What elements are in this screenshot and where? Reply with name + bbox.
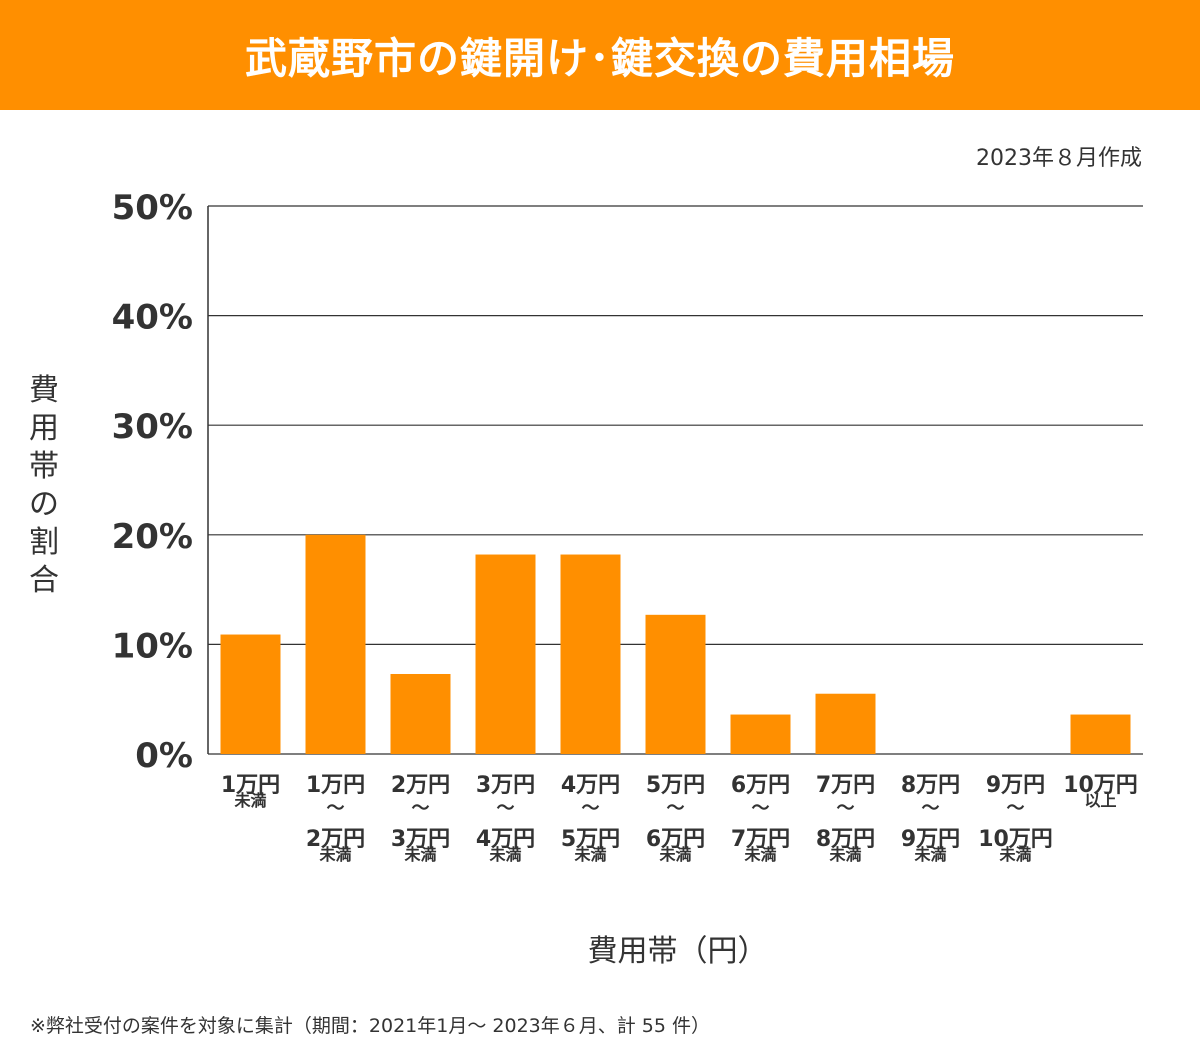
bar <box>475 554 536 754</box>
category-label: 7万円 <box>731 827 790 852</box>
y-tick-label: 10% <box>112 626 193 666</box>
y-axis-label-char: 費 <box>29 373 59 408</box>
category-range-mark: 〜 <box>497 798 515 819</box>
y-axis-label: 費用帯の割合 <box>22 372 66 600</box>
category-label: 6万円 <box>731 773 790 798</box>
category-range-mark: 〜 <box>327 798 345 819</box>
category-label: 8万円 <box>816 827 875 852</box>
category-range-mark: 〜 <box>412 798 430 819</box>
category-range-mark: 〜 <box>752 798 770 819</box>
category-label: 2万円 <box>391 773 450 798</box>
y-tick-label: 50% <box>112 188 193 228</box>
bar <box>560 554 621 754</box>
bar <box>1070 714 1131 754</box>
bar <box>390 673 451 754</box>
y-axis-label-char: 用 <box>29 411 59 446</box>
category-label: 6万円 <box>646 827 705 852</box>
created-date: 2023年８月作成 <box>976 146 1142 171</box>
category-label-suffix: 未満 <box>658 845 691 864</box>
category-range-mark: 〜 <box>582 798 600 819</box>
page-title: 武蔵野市の鍵開け･鍵交換の費用相場 <box>244 33 955 83</box>
category-label: 5万円 <box>561 827 620 852</box>
category-label: 7万円 <box>816 773 875 798</box>
y-tick-label: 40% <box>112 298 193 338</box>
category-label: 2万円 <box>306 827 365 852</box>
footnote: ※弊社受付の案件を対象に集計（期間：2021年1月～ 2023年６月、計 55 … <box>30 1015 711 1037</box>
category-label: 3万円 <box>476 773 535 798</box>
category-label-suffix: 未満 <box>488 845 521 864</box>
y-axis-label-char: 合 <box>29 563 59 598</box>
y-axis-label-char: 割 <box>29 525 59 560</box>
category-label: 10万円 <box>978 827 1053 852</box>
category-range-mark: 〜 <box>922 798 940 819</box>
category-label: 9万円 <box>986 773 1045 798</box>
category-label: 4万円 <box>561 773 620 798</box>
y-axis-label-char: の <box>29 487 59 522</box>
category-label: 1万円 <box>221 773 280 798</box>
category-range-mark: 〜 <box>837 798 855 819</box>
y-tick-label: 30% <box>112 407 193 447</box>
category-label-suffix: 未満 <box>743 845 776 864</box>
bar <box>305 534 366 754</box>
bar <box>815 693 876 754</box>
category-label: 10万円 <box>1063 773 1138 798</box>
y-axis-label-char: 帯 <box>29 449 59 484</box>
category-label: 9万円 <box>901 827 960 852</box>
category-label: 5万円 <box>646 773 705 798</box>
bar <box>220 634 281 754</box>
y-tick-label: 20% <box>112 517 193 557</box>
category-range-mark: 〜 <box>1007 798 1025 819</box>
category-label-suffix: 以上 <box>1084 791 1116 810</box>
category-label: 4万円 <box>476 827 535 852</box>
category-range-mark: 〜 <box>667 798 685 819</box>
category-label-suffix: 未満 <box>233 791 266 810</box>
category-label: 8万円 <box>901 773 960 798</box>
bar <box>645 614 706 754</box>
category-label-suffix: 未満 <box>998 845 1031 864</box>
category-label-suffix: 未満 <box>828 845 861 864</box>
category-label-suffix: 未満 <box>403 845 436 864</box>
title-banner: 武蔵野市の鍵開け･鍵交換の費用相場 <box>0 0 1200 110</box>
category-label: 3万円 <box>391 827 450 852</box>
category-label-suffix: 未満 <box>573 845 606 864</box>
bar <box>730 714 791 754</box>
y-tick-label: 0% <box>135 736 193 776</box>
category-label-suffix: 未満 <box>318 845 351 864</box>
category-label-suffix: 未満 <box>913 845 946 864</box>
x-axis-label: 費用帯（円） <box>587 934 768 969</box>
category-label: 1万円 <box>306 773 365 798</box>
